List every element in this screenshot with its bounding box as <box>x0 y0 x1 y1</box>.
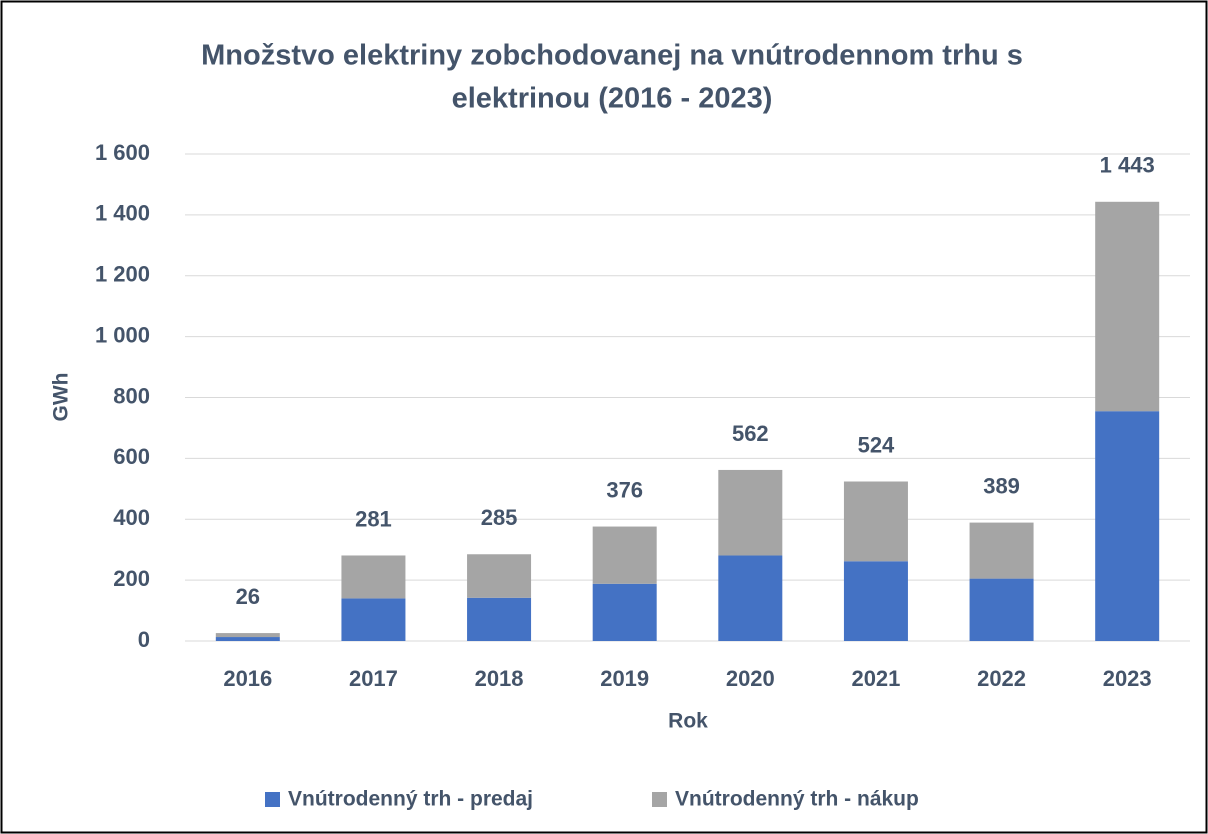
bar-segment <box>215 637 280 641</box>
legend-swatch <box>652 792 667 807</box>
total-label: 389 <box>983 473 1020 498</box>
total-label: 285 <box>481 505 518 530</box>
legend-label: Vnútrodenný trh - predaj <box>288 788 533 811</box>
y-tick-label: 200 <box>113 566 150 591</box>
bar-segment <box>467 597 532 641</box>
bar-segment <box>1095 201 1160 412</box>
bar-segment <box>969 522 1034 579</box>
bar-segment <box>1095 411 1160 641</box>
x-axis-label: Rok <box>668 710 708 733</box>
x-tick-label: 2020 <box>726 666 775 691</box>
bar-segment <box>969 578 1034 641</box>
x-tick-label: 2022 <box>977 666 1026 691</box>
y-tick-label: 1 400 <box>95 201 150 226</box>
total-label: 281 <box>355 506 392 531</box>
y-axis-label: GWh <box>50 373 73 422</box>
bar-segment <box>592 583 657 641</box>
x-tick-label: 2023 <box>1103 666 1152 691</box>
y-tick-label: 0 <box>138 627 150 652</box>
total-label: 26 <box>236 584 260 609</box>
bar-segment <box>341 598 406 641</box>
legend-label: Vnútrodenný trh - nákup <box>675 788 919 811</box>
bar-segment <box>467 554 532 598</box>
y-tick-label: 800 <box>113 383 150 408</box>
total-label: 524 <box>858 432 895 457</box>
total-label: 376 <box>606 477 643 502</box>
x-tick-label: 2017 <box>349 666 398 691</box>
y-tick-label: 400 <box>113 505 150 530</box>
x-tick-label: 2019 <box>600 666 649 691</box>
bar-segment <box>718 555 783 641</box>
bar-segment <box>341 555 406 599</box>
x-tick-label: 2016 <box>223 666 272 691</box>
total-label: 562 <box>732 421 769 446</box>
y-tick-label: 1 000 <box>95 322 150 347</box>
bar-segment <box>215 633 280 638</box>
bar-segment <box>843 561 908 641</box>
chart-title: Množstvo elektriny zobchodovanej na vnút… <box>201 40 1023 72</box>
legend-swatch <box>265 792 280 807</box>
y-tick-label: 1 200 <box>95 262 150 287</box>
y-tick-label: 1 600 <box>95 140 150 165</box>
y-tick-label: 600 <box>113 444 150 469</box>
total-label: 1 443 <box>1100 153 1155 178</box>
x-tick-label: 2018 <box>475 666 524 691</box>
bar-segment <box>592 526 657 584</box>
bar-segment <box>843 481 908 562</box>
x-tick-label: 2021 <box>851 666 900 691</box>
bar-segment <box>718 469 783 556</box>
chart-title: elektrinou (2016 - 2023) <box>452 83 773 115</box>
